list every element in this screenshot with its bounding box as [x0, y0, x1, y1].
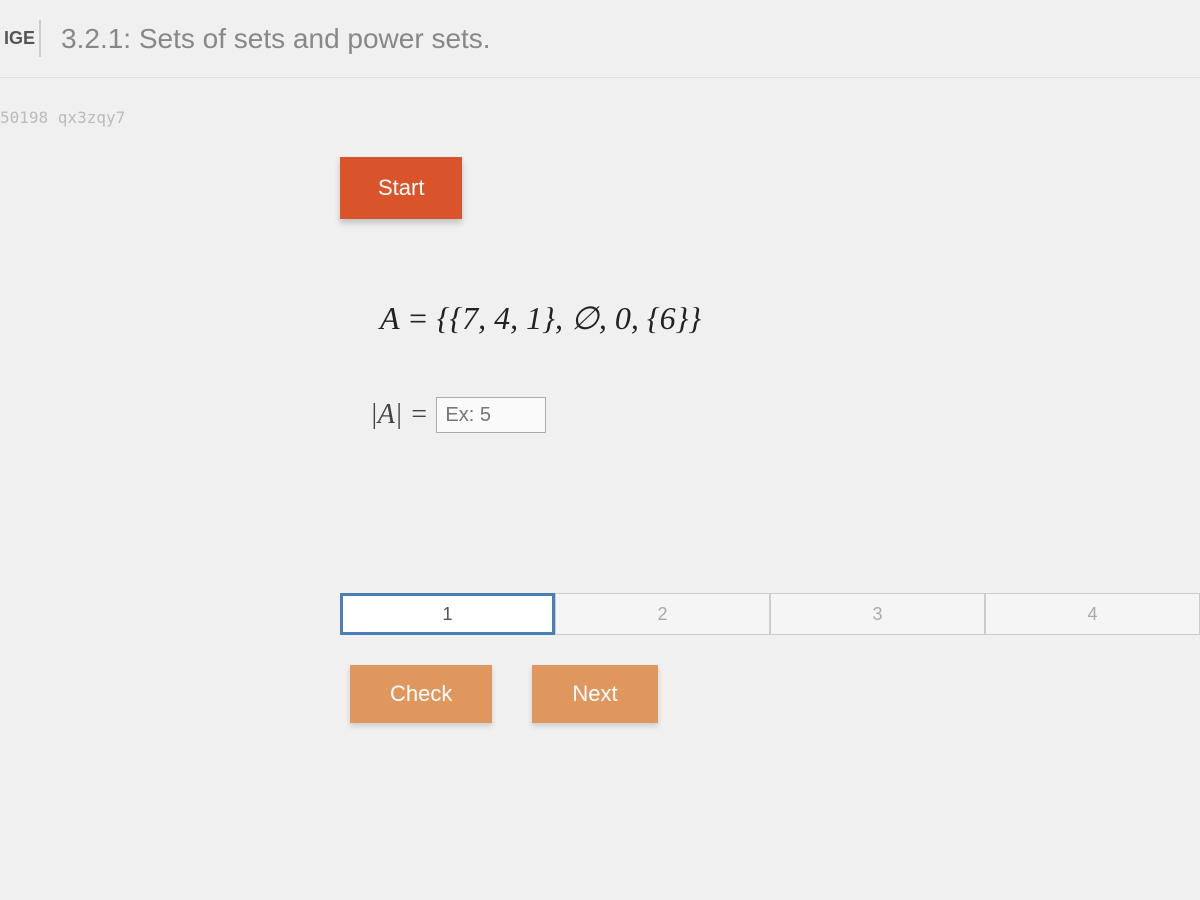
action-buttons: Check Next	[340, 665, 1200, 723]
cardinality-row: |A| =	[340, 397, 1200, 433]
set-equation: A = {{7, 4, 1}, ∅, 0, {6}}	[340, 299, 1200, 337]
main-content: Start A = {{7, 4, 1}, ∅, 0, {6}} |A| = 1…	[0, 127, 1200, 723]
start-button[interactable]: Start	[340, 157, 462, 219]
cardinality-label: |A| =	[370, 399, 428, 431]
progress-step-3[interactable]: 3	[770, 593, 985, 635]
progress-step-2[interactable]: 2	[555, 593, 770, 635]
progress-step-1[interactable]: 1	[340, 593, 555, 635]
section-badge: IGE	[0, 20, 41, 57]
page-title: 3.2.1: Sets of sets and power sets.	[61, 23, 491, 55]
cardinality-input[interactable]	[436, 397, 546, 433]
next-button[interactable]: Next	[532, 665, 657, 723]
equation-text: A = {{7, 4, 1}, ∅, 0, {6}}	[380, 300, 701, 336]
watermark-text: 50198 qx3zqy7	[0, 78, 1200, 127]
page-header: IGE 3.2.1: Sets of sets and power sets.	[0, 0, 1200, 78]
check-button[interactable]: Check	[350, 665, 492, 723]
progress-steps: 1 2 3 4	[340, 593, 1200, 635]
progress-step-4[interactable]: 4	[985, 593, 1200, 635]
